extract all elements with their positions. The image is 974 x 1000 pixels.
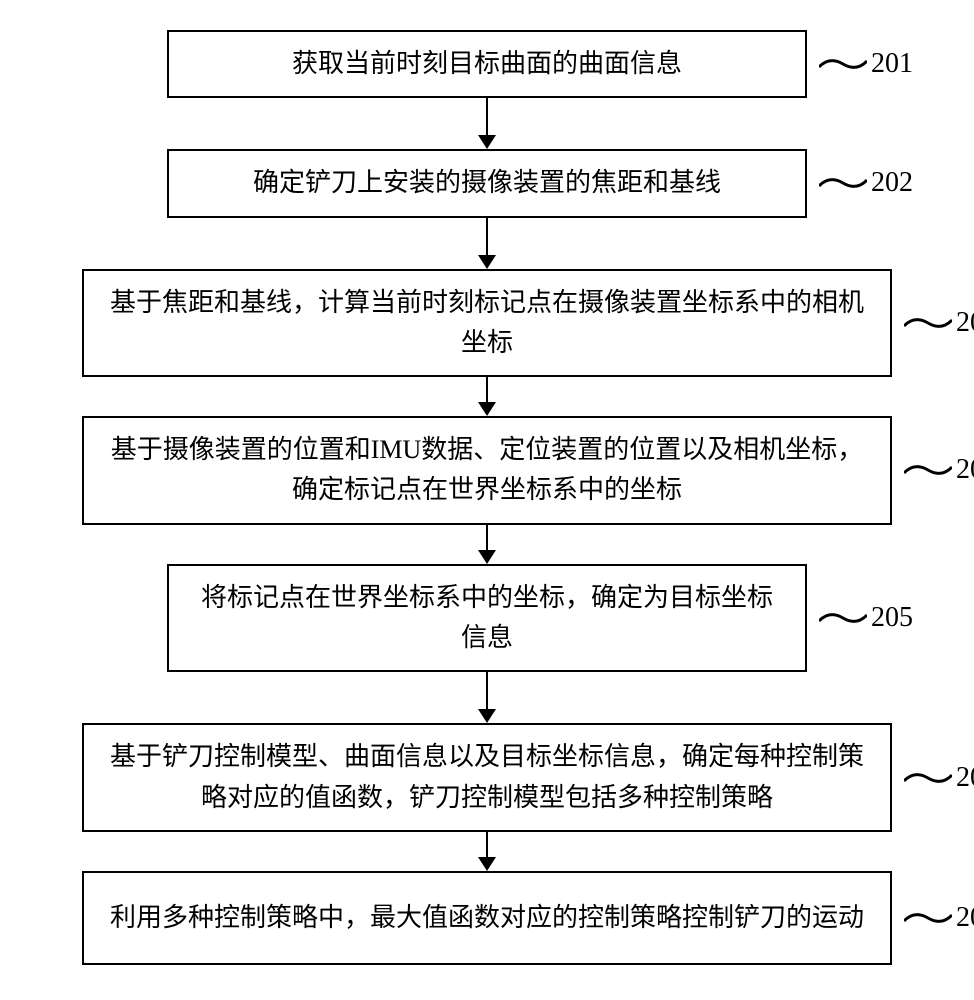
step-box-205: 将标记点在世界坐标系中的坐标，确定为目标坐标信息 (167, 564, 807, 673)
arrow-head-icon (478, 709, 496, 723)
step-box-204: 基于摄像装置的位置和IMU数据、定位装置的位置以及相机坐标，确定标记点在世界坐标… (82, 416, 892, 525)
step-row-207: 利用多种控制策略中，最大值函数对应的控制策略控制铲刀的运动207 (20, 871, 954, 965)
arrow-204-to-205 (478, 525, 496, 564)
step-text-203: 基于焦距和基线，计算当前时刻标记点在摄像装置坐标系中的相机坐标 (104, 283, 870, 364)
flowchart: 获取当前时刻目标曲面的曲面信息 201 确定铲刀上安装的摄像装置的焦距和基线 202 基… (20, 30, 954, 965)
connector-tilde-icon (904, 312, 952, 334)
step-label-wrap-206: 206 (904, 762, 974, 794)
arrow-203-to-204 (478, 377, 496, 416)
arrow-head-icon (478, 135, 496, 149)
step-row-206: 基于铲刀控制模型、曲面信息以及目标坐标信息，确定每种控制策略对应的值函数，铲刀控… (20, 723, 954, 832)
step-label-202: 202 (871, 167, 913, 199)
step-box-206: 基于铲刀控制模型、曲面信息以及目标坐标信息，确定每种控制策略对应的值函数，铲刀控… (82, 723, 892, 832)
step-label-204: 204 (956, 454, 974, 486)
arrow-line (486, 672, 489, 710)
connector-tilde-icon (904, 767, 952, 789)
arrow-head-icon (478, 255, 496, 269)
step-row-201: 获取当前时刻目标曲面的曲面信息 201 (20, 30, 954, 98)
step-row-205: 将标记点在世界坐标系中的坐标，确定为目标坐标信息 205 (20, 564, 954, 673)
arrow-202-to-203 (478, 218, 496, 269)
step-text-205: 将标记点在世界坐标系中的坐标，确定为目标坐标信息 (189, 578, 785, 659)
arrow-line (486, 525, 489, 551)
step-label-207: 207 (956, 902, 974, 934)
step-text-207: 利用多种控制策略中，最大值函数对应的控制策略控制铲刀的运动 (110, 898, 864, 938)
connector-tilde-icon (904, 459, 952, 481)
arrow-line (486, 218, 489, 256)
step-label-wrap-205: 205 (819, 602, 913, 634)
connector-tilde-icon (819, 607, 867, 629)
arrow-head-icon (478, 402, 496, 416)
step-row-202: 确定铲刀上安装的摄像装置的焦距和基线 202 (20, 149, 954, 217)
arrow-head-icon (478, 857, 496, 871)
arrow-line (486, 98, 489, 136)
step-label-203: 203 (956, 307, 974, 339)
step-label-201: 201 (871, 48, 913, 80)
arrow-line (486, 832, 489, 858)
step-box-207: 利用多种控制策略中，最大值函数对应的控制策略控制铲刀的运动 (82, 871, 892, 965)
arrow-head-icon (478, 550, 496, 564)
connector-tilde-icon (904, 907, 952, 929)
step-box-201: 获取当前时刻目标曲面的曲面信息 (167, 30, 807, 98)
step-row-204: 基于摄像装置的位置和IMU数据、定位装置的位置以及相机坐标，确定标记点在世界坐标… (20, 416, 954, 525)
step-label-205: 205 (871, 602, 913, 634)
arrow-201-to-202 (478, 98, 496, 149)
step-box-202: 确定铲刀上安装的摄像装置的焦距和基线 (167, 149, 807, 217)
step-label-206: 206 (956, 762, 974, 794)
step-text-202: 确定铲刀上安装的摄像装置的焦距和基线 (253, 163, 721, 203)
step-box-203: 基于焦距和基线，计算当前时刻标记点在摄像装置坐标系中的相机坐标 (82, 269, 892, 378)
arrow-205-to-206 (478, 672, 496, 723)
step-label-wrap-203: 203 (904, 307, 974, 339)
arrow-206-to-207 (478, 832, 496, 871)
arrow-line (486, 377, 489, 403)
connector-tilde-icon (819, 53, 867, 75)
step-label-wrap-204: 204 (904, 454, 974, 486)
step-label-wrap-207: 207 (904, 902, 974, 934)
step-text-204: 基于摄像装置的位置和IMU数据、定位装置的位置以及相机坐标，确定标记点在世界坐标… (104, 430, 870, 511)
connector-tilde-icon (819, 172, 867, 194)
step-row-203: 基于焦距和基线，计算当前时刻标记点在摄像装置坐标系中的相机坐标203 (20, 269, 954, 378)
step-label-wrap-202: 202 (819, 167, 913, 199)
step-text-206: 基于铲刀控制模型、曲面信息以及目标坐标信息，确定每种控制策略对应的值函数，铲刀控… (104, 737, 870, 818)
step-text-201: 获取当前时刻目标曲面的曲面信息 (292, 44, 682, 84)
step-label-wrap-201: 201 (819, 48, 913, 80)
